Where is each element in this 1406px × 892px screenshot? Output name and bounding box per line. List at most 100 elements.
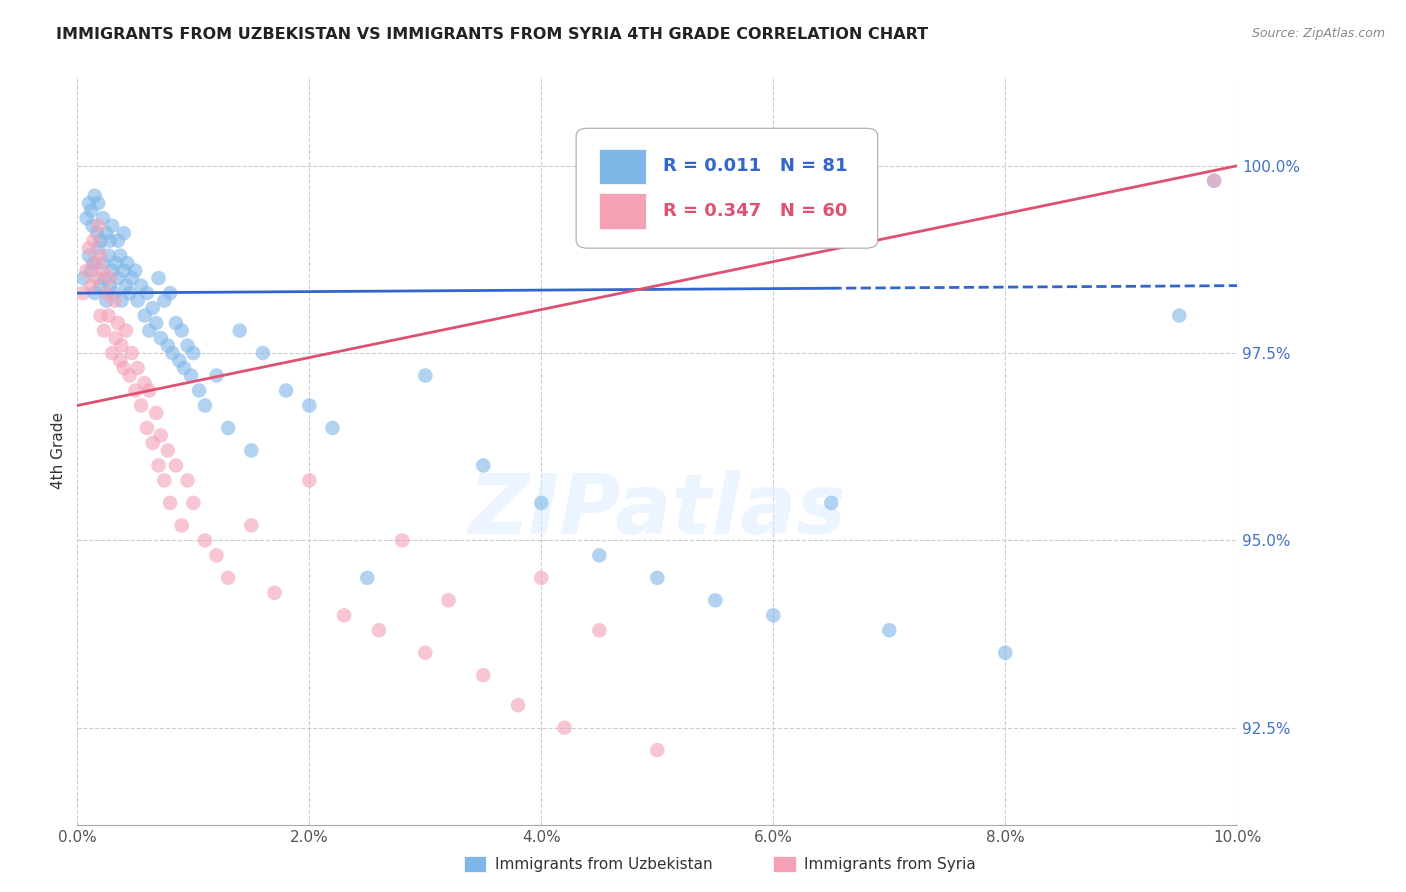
Point bbox=[877, 624, 901, 638]
Point bbox=[165, 316, 187, 330]
Bar bbox=[599, 148, 645, 185]
Point bbox=[80, 203, 103, 218]
Point bbox=[159, 286, 181, 301]
Point bbox=[149, 428, 172, 442]
Point bbox=[101, 219, 124, 233]
Point bbox=[91, 256, 114, 270]
Point bbox=[135, 421, 157, 435]
Point bbox=[80, 263, 103, 277]
Point bbox=[994, 646, 1017, 660]
Point bbox=[252, 346, 274, 360]
Point bbox=[170, 518, 193, 533]
Point bbox=[93, 324, 115, 338]
Point bbox=[93, 271, 115, 285]
Text: R = 0.011   N = 81: R = 0.011 N = 81 bbox=[664, 158, 848, 176]
Text: IMMIGRANTS FROM UZBEKISTAN VS IMMIGRANTS FROM SYRIA 4TH GRADE CORRELATION CHART: IMMIGRANTS FROM UZBEKISTAN VS IMMIGRANTS… bbox=[56, 27, 928, 42]
Point bbox=[97, 249, 120, 263]
Point bbox=[104, 256, 127, 270]
Point bbox=[110, 353, 132, 368]
Point bbox=[112, 263, 135, 277]
Point bbox=[134, 376, 156, 390]
Point bbox=[107, 234, 129, 248]
Point bbox=[145, 406, 167, 420]
Point bbox=[86, 271, 108, 285]
Point bbox=[188, 384, 211, 398]
Point bbox=[98, 271, 121, 285]
Point bbox=[101, 346, 124, 360]
Point bbox=[97, 309, 120, 323]
Point bbox=[96, 286, 118, 301]
Text: Immigrants from Syria: Immigrants from Syria bbox=[804, 857, 976, 871]
Point bbox=[90, 249, 111, 263]
Point bbox=[91, 263, 114, 277]
Point bbox=[82, 219, 104, 233]
Point bbox=[153, 293, 176, 308]
Point bbox=[530, 571, 553, 585]
Point bbox=[96, 293, 118, 308]
Point bbox=[588, 624, 610, 638]
Point bbox=[647, 743, 669, 757]
Point bbox=[368, 624, 391, 638]
Point bbox=[121, 271, 143, 285]
Point bbox=[321, 421, 344, 435]
Point bbox=[98, 278, 121, 293]
Point bbox=[87, 241, 110, 255]
Bar bbox=[599, 194, 645, 229]
Point bbox=[169, 353, 191, 368]
Point bbox=[162, 346, 184, 360]
Point bbox=[148, 458, 170, 473]
Point bbox=[101, 263, 124, 277]
Point bbox=[112, 361, 135, 376]
Point bbox=[76, 263, 98, 277]
Point bbox=[138, 384, 160, 398]
Point bbox=[413, 368, 436, 383]
Point bbox=[104, 331, 127, 345]
Text: R = 0.347   N = 60: R = 0.347 N = 60 bbox=[664, 202, 848, 220]
Point bbox=[762, 608, 785, 623]
Point bbox=[86, 226, 108, 240]
Point bbox=[820, 496, 842, 510]
Point bbox=[530, 496, 553, 510]
Point bbox=[205, 549, 228, 563]
Point bbox=[194, 533, 217, 548]
Point bbox=[240, 518, 263, 533]
Point bbox=[298, 474, 321, 488]
Point bbox=[183, 346, 205, 360]
Point bbox=[129, 278, 152, 293]
Point bbox=[138, 324, 160, 338]
Point bbox=[156, 338, 179, 352]
Point bbox=[124, 384, 146, 398]
Point bbox=[76, 211, 98, 226]
Point bbox=[112, 226, 135, 240]
Text: Source: ZipAtlas.com: Source: ZipAtlas.com bbox=[1251, 27, 1385, 40]
Point bbox=[1204, 174, 1226, 188]
Point bbox=[77, 241, 100, 255]
Point bbox=[156, 443, 179, 458]
Point bbox=[588, 549, 610, 563]
Point bbox=[176, 474, 198, 488]
Point bbox=[83, 188, 105, 202]
Point bbox=[1168, 309, 1191, 323]
Point bbox=[142, 436, 165, 450]
Point bbox=[391, 533, 413, 548]
Point bbox=[103, 293, 125, 308]
Point bbox=[129, 399, 152, 413]
Point bbox=[90, 309, 111, 323]
Point bbox=[110, 249, 132, 263]
Point bbox=[90, 278, 111, 293]
Point bbox=[115, 324, 138, 338]
Point bbox=[1204, 174, 1226, 188]
Point bbox=[148, 271, 170, 285]
Point bbox=[205, 368, 228, 383]
Point bbox=[83, 256, 105, 270]
Point bbox=[276, 384, 298, 398]
Point bbox=[83, 234, 105, 248]
FancyBboxPatch shape bbox=[576, 128, 877, 248]
Point bbox=[127, 361, 149, 376]
Point bbox=[134, 309, 156, 323]
Point bbox=[107, 271, 129, 285]
Point bbox=[228, 324, 252, 338]
Point bbox=[180, 368, 202, 383]
Point bbox=[77, 196, 100, 211]
Point bbox=[298, 399, 321, 413]
